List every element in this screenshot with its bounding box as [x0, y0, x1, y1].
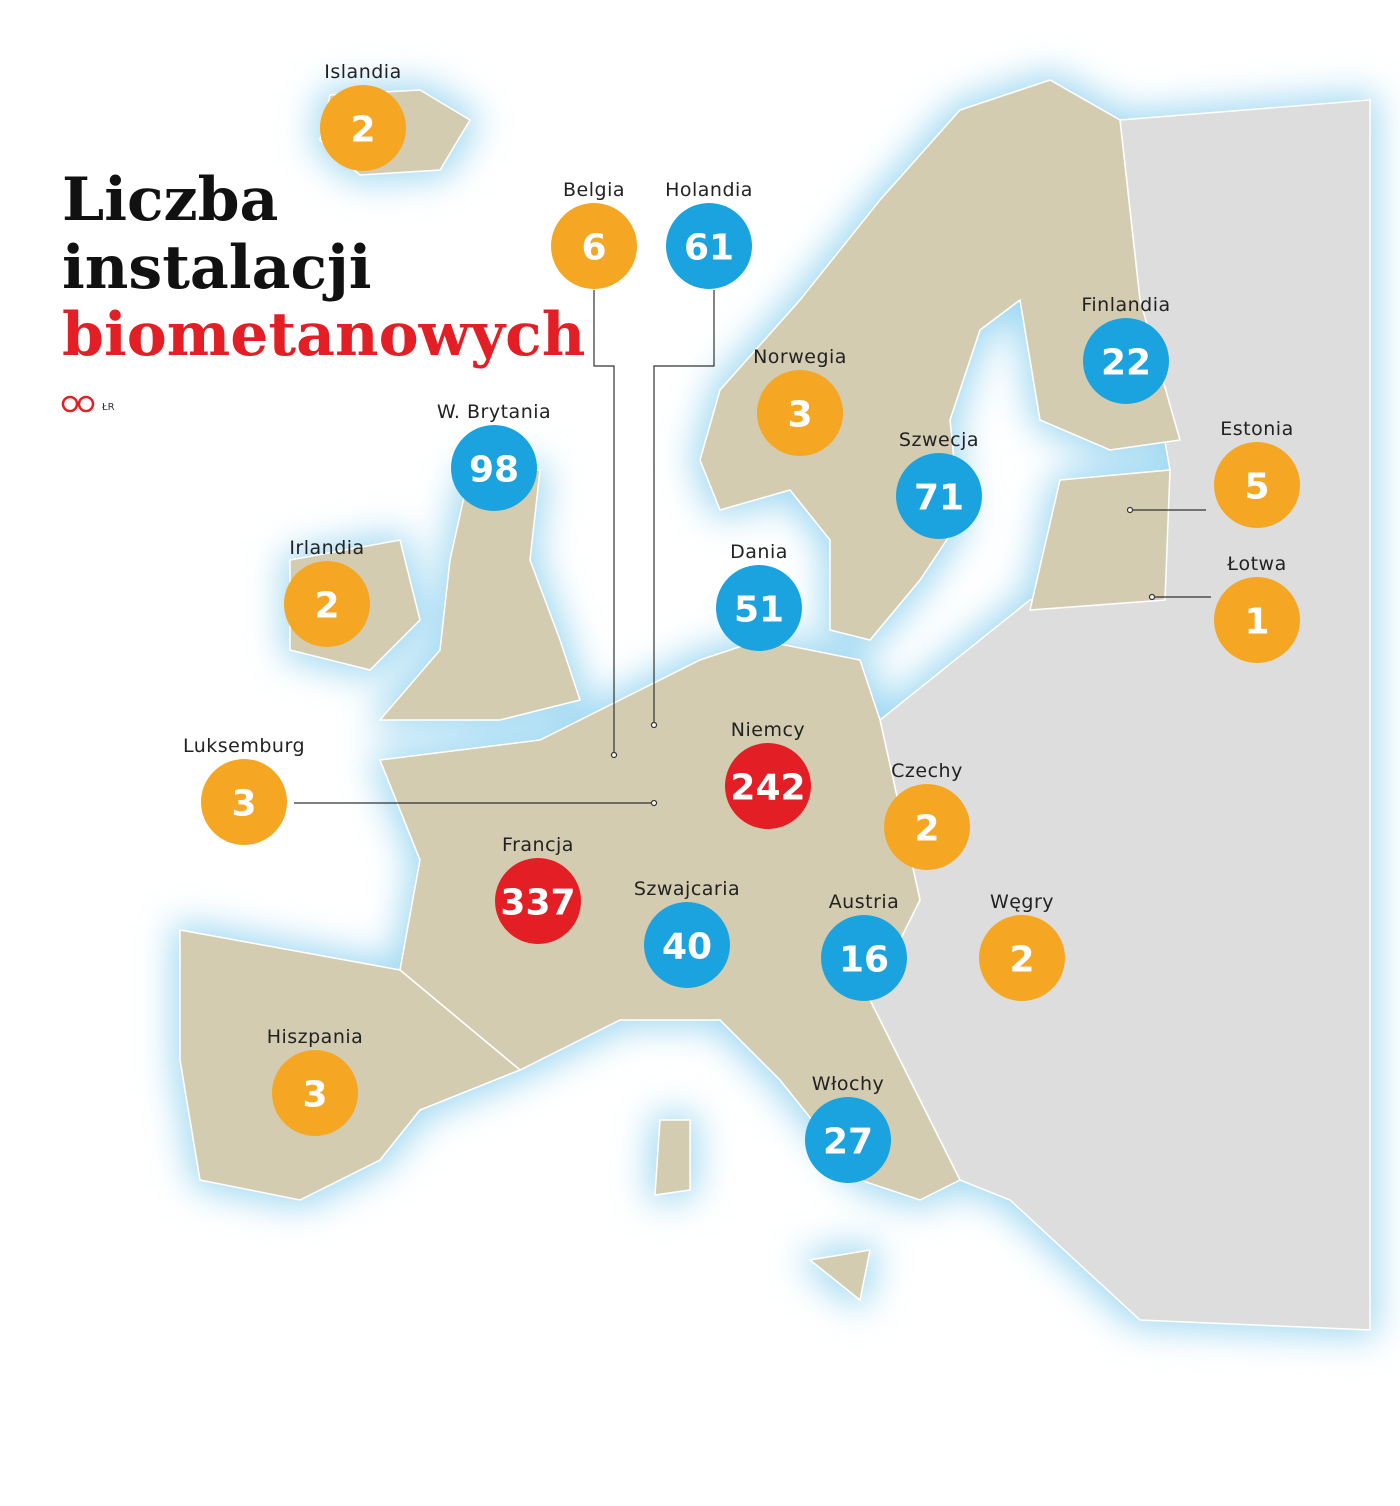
value-label: 2	[1009, 940, 1034, 981]
country-label: Niemcy	[731, 719, 805, 741]
value-label: 61	[684, 228, 734, 269]
value-label: 40	[662, 927, 712, 968]
value-circle	[201, 759, 287, 845]
country-label: Austria	[829, 891, 900, 913]
title-line: Liczba	[62, 165, 278, 235]
baltics	[1029, 469, 1171, 611]
value-label: 27	[823, 1122, 873, 1163]
country-label: Szwajcaria	[634, 878, 740, 900]
value-circle	[644, 902, 730, 988]
value-label: 337	[500, 883, 575, 924]
logo-mark	[61, 395, 79, 413]
uk	[378, 469, 581, 721]
value-circle	[896, 453, 982, 539]
country-label: Finlandia	[1081, 294, 1170, 316]
country-label: Łotwa	[1226, 553, 1286, 575]
country-label: Norwegia	[753, 346, 847, 368]
value-circle	[1083, 318, 1169, 404]
country-label: Holandia	[665, 179, 753, 201]
iberia	[179, 929, 522, 1201]
country-label: Luksemburg	[183, 735, 305, 757]
value-circle	[757, 370, 843, 456]
country-label: Islandia	[324, 61, 401, 83]
value-label: 3	[231, 784, 256, 825]
country-label: Czechy	[891, 760, 963, 782]
sardinia	[654, 1119, 691, 1196]
value-circle	[495, 858, 581, 944]
country-label: Estonia	[1220, 418, 1293, 440]
value-circle	[551, 203, 637, 289]
value-label: 22	[1101, 343, 1151, 384]
value-circle	[805, 1097, 891, 1183]
leader-dots	[610, 506, 1156, 807]
value-circle	[320, 85, 406, 171]
dot	[650, 721, 658, 729]
country-label: W. Brytania	[437, 401, 551, 423]
value-circle	[666, 203, 752, 289]
country-label: Irlandia	[289, 537, 364, 559]
logo	[61, 395, 95, 413]
value-circle	[451, 425, 537, 511]
value-label: 6	[581, 228, 606, 269]
value-label: 2	[914, 809, 939, 850]
credit: ŁR	[101, 402, 115, 413]
title-line: instalacji	[62, 233, 372, 303]
leader-belgia	[593, 290, 615, 755]
value-circle	[284, 561, 370, 647]
country-label: Węgry	[990, 891, 1054, 913]
value-label: 16	[839, 940, 889, 981]
value-label: 71	[914, 478, 964, 519]
value-circle	[725, 743, 811, 829]
country-label: Hiszpania	[267, 1026, 364, 1048]
value-label: 1	[1244, 602, 1269, 643]
country-label: Francja	[502, 834, 574, 856]
country-label: Włochy	[812, 1073, 885, 1095]
dot	[1148, 593, 1156, 601]
country-label: Dania	[730, 541, 788, 563]
value-label: 3	[302, 1075, 327, 1116]
leader-holandia	[653, 290, 715, 725]
value-label: 242	[730, 768, 805, 809]
value-label: 3	[787, 395, 812, 436]
value-label: 98	[469, 450, 519, 491]
value-label: 51	[734, 590, 784, 631]
value-label: 2	[314, 586, 339, 627]
land	[179, 79, 1371, 1331]
value-circle	[272, 1050, 358, 1136]
sicily	[808, 1249, 871, 1302]
value-label: 2	[350, 110, 375, 151]
value-circle	[979, 915, 1065, 1001]
value-circle	[1214, 577, 1300, 663]
dot	[610, 751, 618, 759]
dot	[650, 799, 658, 807]
value-circle	[1214, 442, 1300, 528]
value-label: 5	[1244, 467, 1269, 508]
country-label: Szwecja	[899, 429, 979, 451]
value-circle	[884, 784, 970, 870]
logo-mark	[77, 395, 95, 413]
value-circle	[821, 915, 907, 1001]
value-circle	[716, 565, 802, 651]
dot	[1126, 506, 1134, 514]
scandinavia	[699, 79, 1181, 641]
country-label: Belgia	[563, 179, 625, 201]
title-line: biometanowych	[62, 300, 585, 370]
